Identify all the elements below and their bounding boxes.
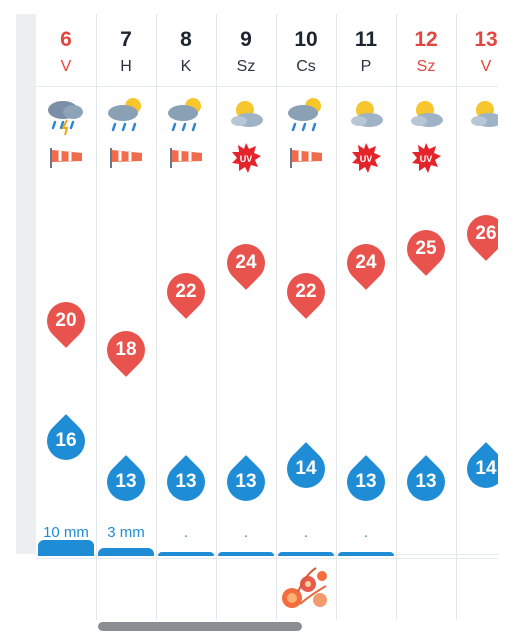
- precip-bar: [278, 552, 334, 556]
- min-temp-drop[interactable]: 13: [99, 455, 153, 509]
- max-temp-value: 24: [355, 252, 377, 273]
- column-divider: [336, 14, 337, 620]
- max-temp-value: 20: [55, 310, 77, 331]
- max-temp-value: 22: [295, 281, 317, 302]
- sun-rain-cloud-icon: [103, 96, 149, 134]
- day-number[interactable]: 6: [60, 28, 72, 51]
- svg-text:UV: UV: [420, 154, 433, 164]
- precip-bar: [38, 540, 94, 556]
- min-temp-drop[interactable]: 13: [159, 455, 213, 509]
- precip-bar: [218, 552, 274, 556]
- min-temp-value: 13: [415, 471, 437, 492]
- min-temp-value: 13: [355, 471, 377, 492]
- min-temp-value: 14: [295, 458, 317, 479]
- column-divider: [456, 14, 457, 620]
- flower-nameday-icon[interactable]: [278, 564, 334, 612]
- sun-rain-cloud-icon: [163, 96, 209, 134]
- sun-rain-cloud-icon: [283, 96, 329, 134]
- left-strip: [16, 14, 36, 554]
- min-temp-drop[interactable]: 13: [399, 455, 453, 509]
- sun-cloud-icon: [343, 96, 389, 134]
- column-divider: [156, 14, 157, 620]
- max-temp-value: 25: [415, 238, 437, 259]
- day-name: H: [120, 58, 132, 75]
- max-temp-pin[interactable]: 20: [39, 294, 93, 348]
- max-temp-pin[interactable]: 22: [279, 265, 333, 319]
- min-temp-drop[interactable]: 16: [39, 414, 93, 468]
- min-temp-value: 13: [175, 471, 197, 492]
- column-divider: [216, 14, 217, 620]
- day-number[interactable]: 10: [294, 28, 318, 51]
- max-temp-value: 22: [175, 281, 197, 302]
- right-edge-mask: [498, 0, 514, 640]
- max-temp-pin[interactable]: 25: [399, 222, 453, 276]
- min-temp-value: 16: [55, 430, 77, 451]
- svg-text:UV: UV: [360, 154, 373, 164]
- max-temp-value: 24: [235, 252, 257, 273]
- day-number[interactable]: 12: [414, 28, 438, 51]
- sun-cloud-icon: [223, 96, 269, 134]
- max-temp-pin[interactable]: 18: [99, 323, 153, 377]
- day-name: Cs: [296, 58, 316, 75]
- min-temp-drop[interactable]: 13: [339, 455, 393, 509]
- day-name: V: [480, 58, 492, 75]
- windsock-icon: [168, 146, 208, 168]
- windsock-icon: [288, 146, 328, 168]
- day-name: V: [60, 58, 72, 75]
- precip-amount: .: [243, 524, 249, 541]
- uv-badge-icon: UV: [351, 143, 381, 173]
- max-temp-value: 18: [115, 339, 137, 360]
- bottom-divider: [36, 558, 498, 559]
- uv-badge-icon: UV: [231, 143, 261, 173]
- uv-badge-icon: UV: [411, 143, 441, 173]
- svg-text:UV: UV: [240, 154, 253, 164]
- day-name: Sz: [416, 58, 436, 75]
- max-temp-pin[interactable]: 22: [159, 265, 213, 319]
- max-temp-pin[interactable]: 24: [339, 236, 393, 290]
- max-temp-pin[interactable]: 24: [219, 236, 273, 290]
- min-temp-value: 13: [115, 471, 137, 492]
- precip-bar: [338, 552, 394, 556]
- precip-amount: 3 mm: [107, 524, 145, 541]
- header-divider: [36, 86, 498, 87]
- min-temp-value: 13: [235, 471, 257, 492]
- precip-amount: 10 mm: [43, 524, 89, 541]
- windsock-icon: [108, 146, 148, 168]
- min-temp-drop[interactable]: 14: [279, 442, 333, 496]
- min-temp-drop[interactable]: 13: [219, 455, 273, 509]
- day-number[interactable]: 8: [180, 28, 192, 51]
- windsock-icon: [48, 146, 88, 168]
- precip-bar: [158, 552, 214, 556]
- day-name: K: [180, 58, 192, 75]
- precip-bar: [98, 548, 154, 556]
- precip-amount: .: [303, 524, 309, 541]
- day-number[interactable]: 11: [354, 28, 378, 51]
- day-number[interactable]: 13: [474, 28, 498, 51]
- rain-thunder-cloud-icon: [43, 96, 89, 136]
- column-divider: [276, 14, 277, 620]
- column-divider: [96, 14, 97, 620]
- day-name: P: [360, 58, 372, 75]
- sun-cloud-icon: [463, 96, 509, 134]
- precip-amount: .: [363, 524, 369, 541]
- column-divider: [396, 14, 397, 620]
- day-number[interactable]: 9: [240, 28, 252, 51]
- sun-cloud-icon: [403, 96, 449, 134]
- horizontal-scrollbar[interactable]: [98, 622, 302, 631]
- day-name: Sz: [236, 58, 256, 75]
- day-number[interactable]: 7: [120, 28, 132, 51]
- precip-amount: .: [183, 524, 189, 541]
